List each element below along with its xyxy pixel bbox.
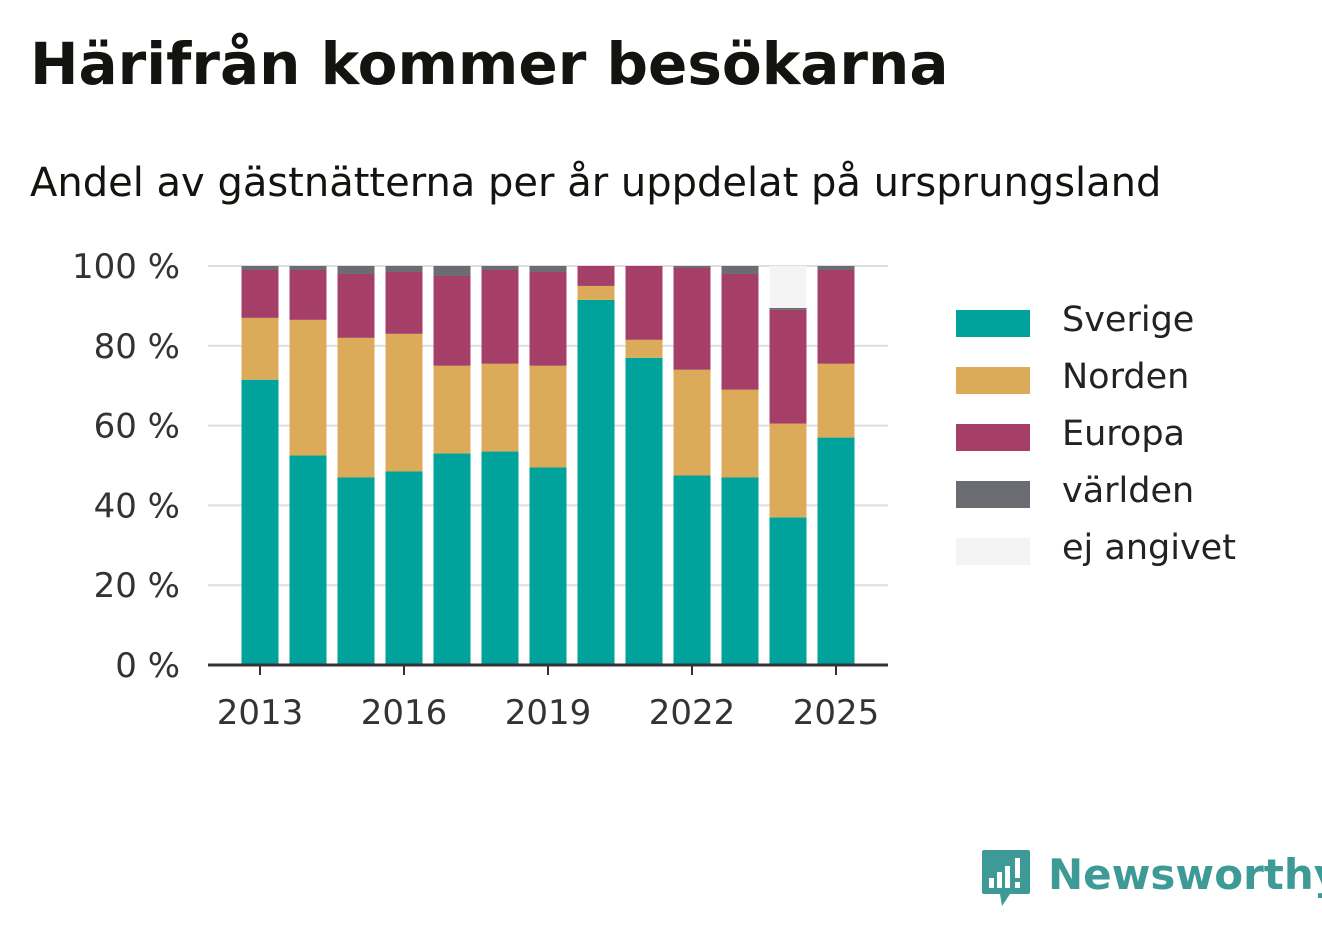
- bar-segment: [818, 270, 855, 364]
- legend-label-varlden: världen: [1062, 471, 1194, 511]
- bar-segment: [674, 268, 711, 370]
- bar-segment: [626, 358, 663, 665]
- bar-segment: [530, 272, 567, 366]
- bar-segment: [770, 517, 807, 665]
- bar-segment: [434, 454, 471, 665]
- bar-segment: [722, 266, 759, 274]
- bar-segment: [722, 390, 759, 478]
- bar-segment: [290, 270, 327, 320]
- bar-segment: [386, 266, 423, 272]
- bar-segment: [338, 274, 375, 338]
- bar-segment: [818, 438, 855, 665]
- bar-segment: [290, 320, 327, 456]
- bar-segment: [482, 270, 519, 364]
- bar-segment: [434, 266, 471, 276]
- bar-segment: [482, 452, 519, 665]
- bar-segment: [770, 310, 807, 424]
- bar-segment: [578, 266, 615, 286]
- x-tick-label: 2016: [361, 693, 448, 733]
- bar-segment: [818, 364, 855, 438]
- bar-segment: [530, 266, 567, 272]
- bar-segment: [578, 300, 615, 665]
- bar-segment: [338, 266, 375, 274]
- bar-segment: [578, 286, 615, 300]
- bar-segment: [674, 370, 711, 476]
- y-tick-label: 40 %: [94, 486, 180, 526]
- legend-label-europa: Europa: [1062, 414, 1185, 454]
- bar-segment: [338, 477, 375, 665]
- bar-segment: [290, 456, 327, 665]
- x-tick-label: 2019: [505, 693, 592, 733]
- brand-name: Newsworthy: [1048, 850, 1322, 899]
- bar-segment: [818, 266, 855, 270]
- bar-segment: [434, 276, 471, 366]
- bar-segment: [530, 366, 567, 468]
- y-tick-label: 20 %: [94, 566, 180, 606]
- bar-segment: [338, 338, 375, 478]
- y-tick-label: 80 %: [94, 327, 180, 367]
- stacked-bar-chart: 0 % 20 % 40 % 60 % 80 % 100 % 2013 2016 2019 2022…: [0, 0, 940, 760]
- bar-segment: [626, 340, 663, 358]
- bar-segment: [482, 266, 519, 270]
- legend-swatch-ej-angivet: [956, 538, 1030, 565]
- bar-segment: [674, 475, 711, 665]
- bar-segment: [722, 274, 759, 390]
- bar-segment: [386, 471, 423, 665]
- legend-swatch-sverige: [956, 310, 1030, 337]
- x-tick-label: 2013: [217, 693, 304, 733]
- legend-swatch-norden: [956, 367, 1030, 394]
- bar-segment: [482, 364, 519, 452]
- bar-segment: [770, 266, 807, 308]
- bar-segment: [242, 380, 279, 665]
- bar-segment: [530, 467, 567, 665]
- y-tick-label: 0 %: [115, 646, 180, 686]
- bar-segment: [242, 270, 279, 318]
- y-tick-label: 60 %: [94, 407, 180, 447]
- brand-logo: Newsworthy: [980, 848, 1032, 910]
- bar-segment: [386, 272, 423, 334]
- bar-segment: [290, 266, 327, 270]
- bar-segment: [626, 266, 663, 340]
- x-tick-label: 2022: [649, 693, 736, 733]
- bar-segment: [674, 266, 711, 268]
- x-tick-label: 2025: [793, 693, 880, 733]
- legend-label-sverige: Sverige: [1062, 300, 1194, 340]
- bar-segment: [242, 318, 279, 380]
- newsworthy-logo-icon: [980, 848, 1032, 910]
- legend-label-norden: Norden: [1062, 357, 1189, 397]
- bar-segment: [386, 334, 423, 472]
- bars: [242, 266, 855, 665]
- legend-swatch-europa: [956, 424, 1030, 451]
- y-tick-label: 100 %: [72, 247, 180, 287]
- bar-segment: [242, 266, 279, 270]
- bar-segment: [770, 424, 807, 518]
- legend-label-ej-angivet: ej angivet: [1062, 528, 1236, 568]
- bar-segment: [434, 366, 471, 454]
- bar-segment: [722, 477, 759, 665]
- bar-segment: [770, 308, 807, 310]
- legend-swatch-varlden: [956, 481, 1030, 508]
- axes: 0 % 20 % 40 % 60 % 80 % 100 % 2013 2016 2019 2022…: [72, 247, 888, 733]
